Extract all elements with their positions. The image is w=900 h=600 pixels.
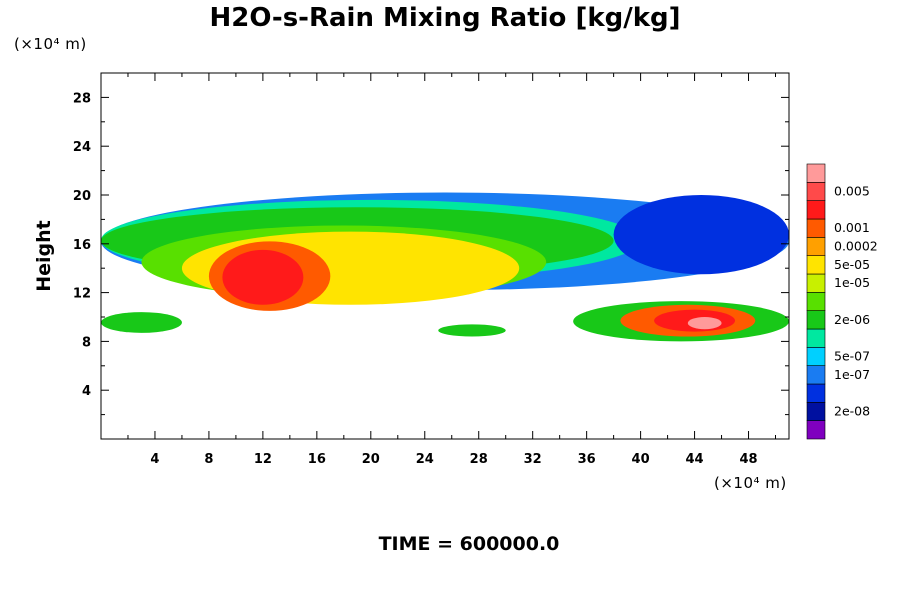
colorbar-label: 5e-05 <box>834 257 870 272</box>
colorbar-segment <box>806 182 826 201</box>
field-region-9 <box>438 324 506 337</box>
colorbar-segment <box>806 420 826 440</box>
x-tick-label: 44 <box>686 452 704 467</box>
time-label: TIME = 600000.0 <box>379 533 560 555</box>
colorbar-label: 1e-07 <box>834 367 870 382</box>
mixing-ratio-field <box>100 192 789 342</box>
x-tick-label: 20 <box>362 452 380 467</box>
colorbar-segment <box>806 273 826 293</box>
x-tick-label: 40 <box>632 452 650 467</box>
x-tick-label: 36 <box>578 452 596 467</box>
y-tick-label: 4 <box>82 384 91 399</box>
plot-area <box>100 72 790 440</box>
colorbar-label: 0.0002 <box>834 239 878 254</box>
y-tick-label: 20 <box>73 189 91 204</box>
colorbar-segment <box>806 402 826 421</box>
x-tick-label: 48 <box>739 452 757 467</box>
colorbar-segment <box>806 237 826 256</box>
x-tick-label: 16 <box>308 452 326 467</box>
x-tick-label: 12 <box>254 452 272 467</box>
y-tick-label: 16 <box>73 238 91 253</box>
colorbar-segment <box>806 255 826 275</box>
colorbar-segment <box>806 328 826 348</box>
field-region-14 <box>613 195 789 275</box>
y-tick-label: 8 <box>82 335 91 350</box>
field-region-13 <box>687 317 722 330</box>
y-unit-label: (×10⁴ m) <box>14 35 87 53</box>
colorbar-segment <box>806 383 826 403</box>
colorbar-segment <box>806 218 826 238</box>
y-axis-label: Height <box>33 220 55 292</box>
y-tick-label: 24 <box>73 140 91 155</box>
colorbar-label: 0.001 <box>834 220 870 235</box>
colorbar-label: 2e-06 <box>834 312 870 327</box>
x-unit-label: (×10⁴ m) <box>714 474 787 492</box>
field-region-7 <box>222 249 304 305</box>
y-tick-label: 28 <box>73 91 91 106</box>
colorbar-segment <box>806 163 826 183</box>
colorbar-segment <box>806 310 826 330</box>
colorbar-segment <box>806 347 826 366</box>
x-tick-label: 8 <box>204 452 213 467</box>
y-axis: 4 8 12 16 20 24 28 <box>73 91 789 416</box>
x-tick-label: 28 <box>470 452 488 467</box>
x-tick-label: 4 <box>150 452 159 467</box>
plot-frame <box>100 72 790 440</box>
x-tick-label: 32 <box>524 452 542 467</box>
y-tick-label: 12 <box>73 287 91 302</box>
x-tick-label: 24 <box>416 452 434 467</box>
colorbar-label: 2e-08 <box>834 404 870 419</box>
colorbar-label: 0.005 <box>834 184 870 199</box>
colorbar-label: 1e-05 <box>834 275 870 290</box>
colorbar-segment <box>806 200 826 220</box>
chart-title: H2O-s-Rain Mixing Ratio [kg/kg] <box>209 3 680 33</box>
colorbar: 2e-08 1e-07 5e-07 2e-06 1e-05 5e-05 0.0002 0.00… <box>806 163 878 440</box>
x-axis: 4 8 12 16 20 24 28 32 36 40 44 48 <box>127 73 777 467</box>
colorbar-label: 5e-07 <box>834 349 870 364</box>
field-region-8 <box>100 312 182 333</box>
colorbar-segment <box>806 365 826 385</box>
colorbar-segment <box>806 292 826 311</box>
